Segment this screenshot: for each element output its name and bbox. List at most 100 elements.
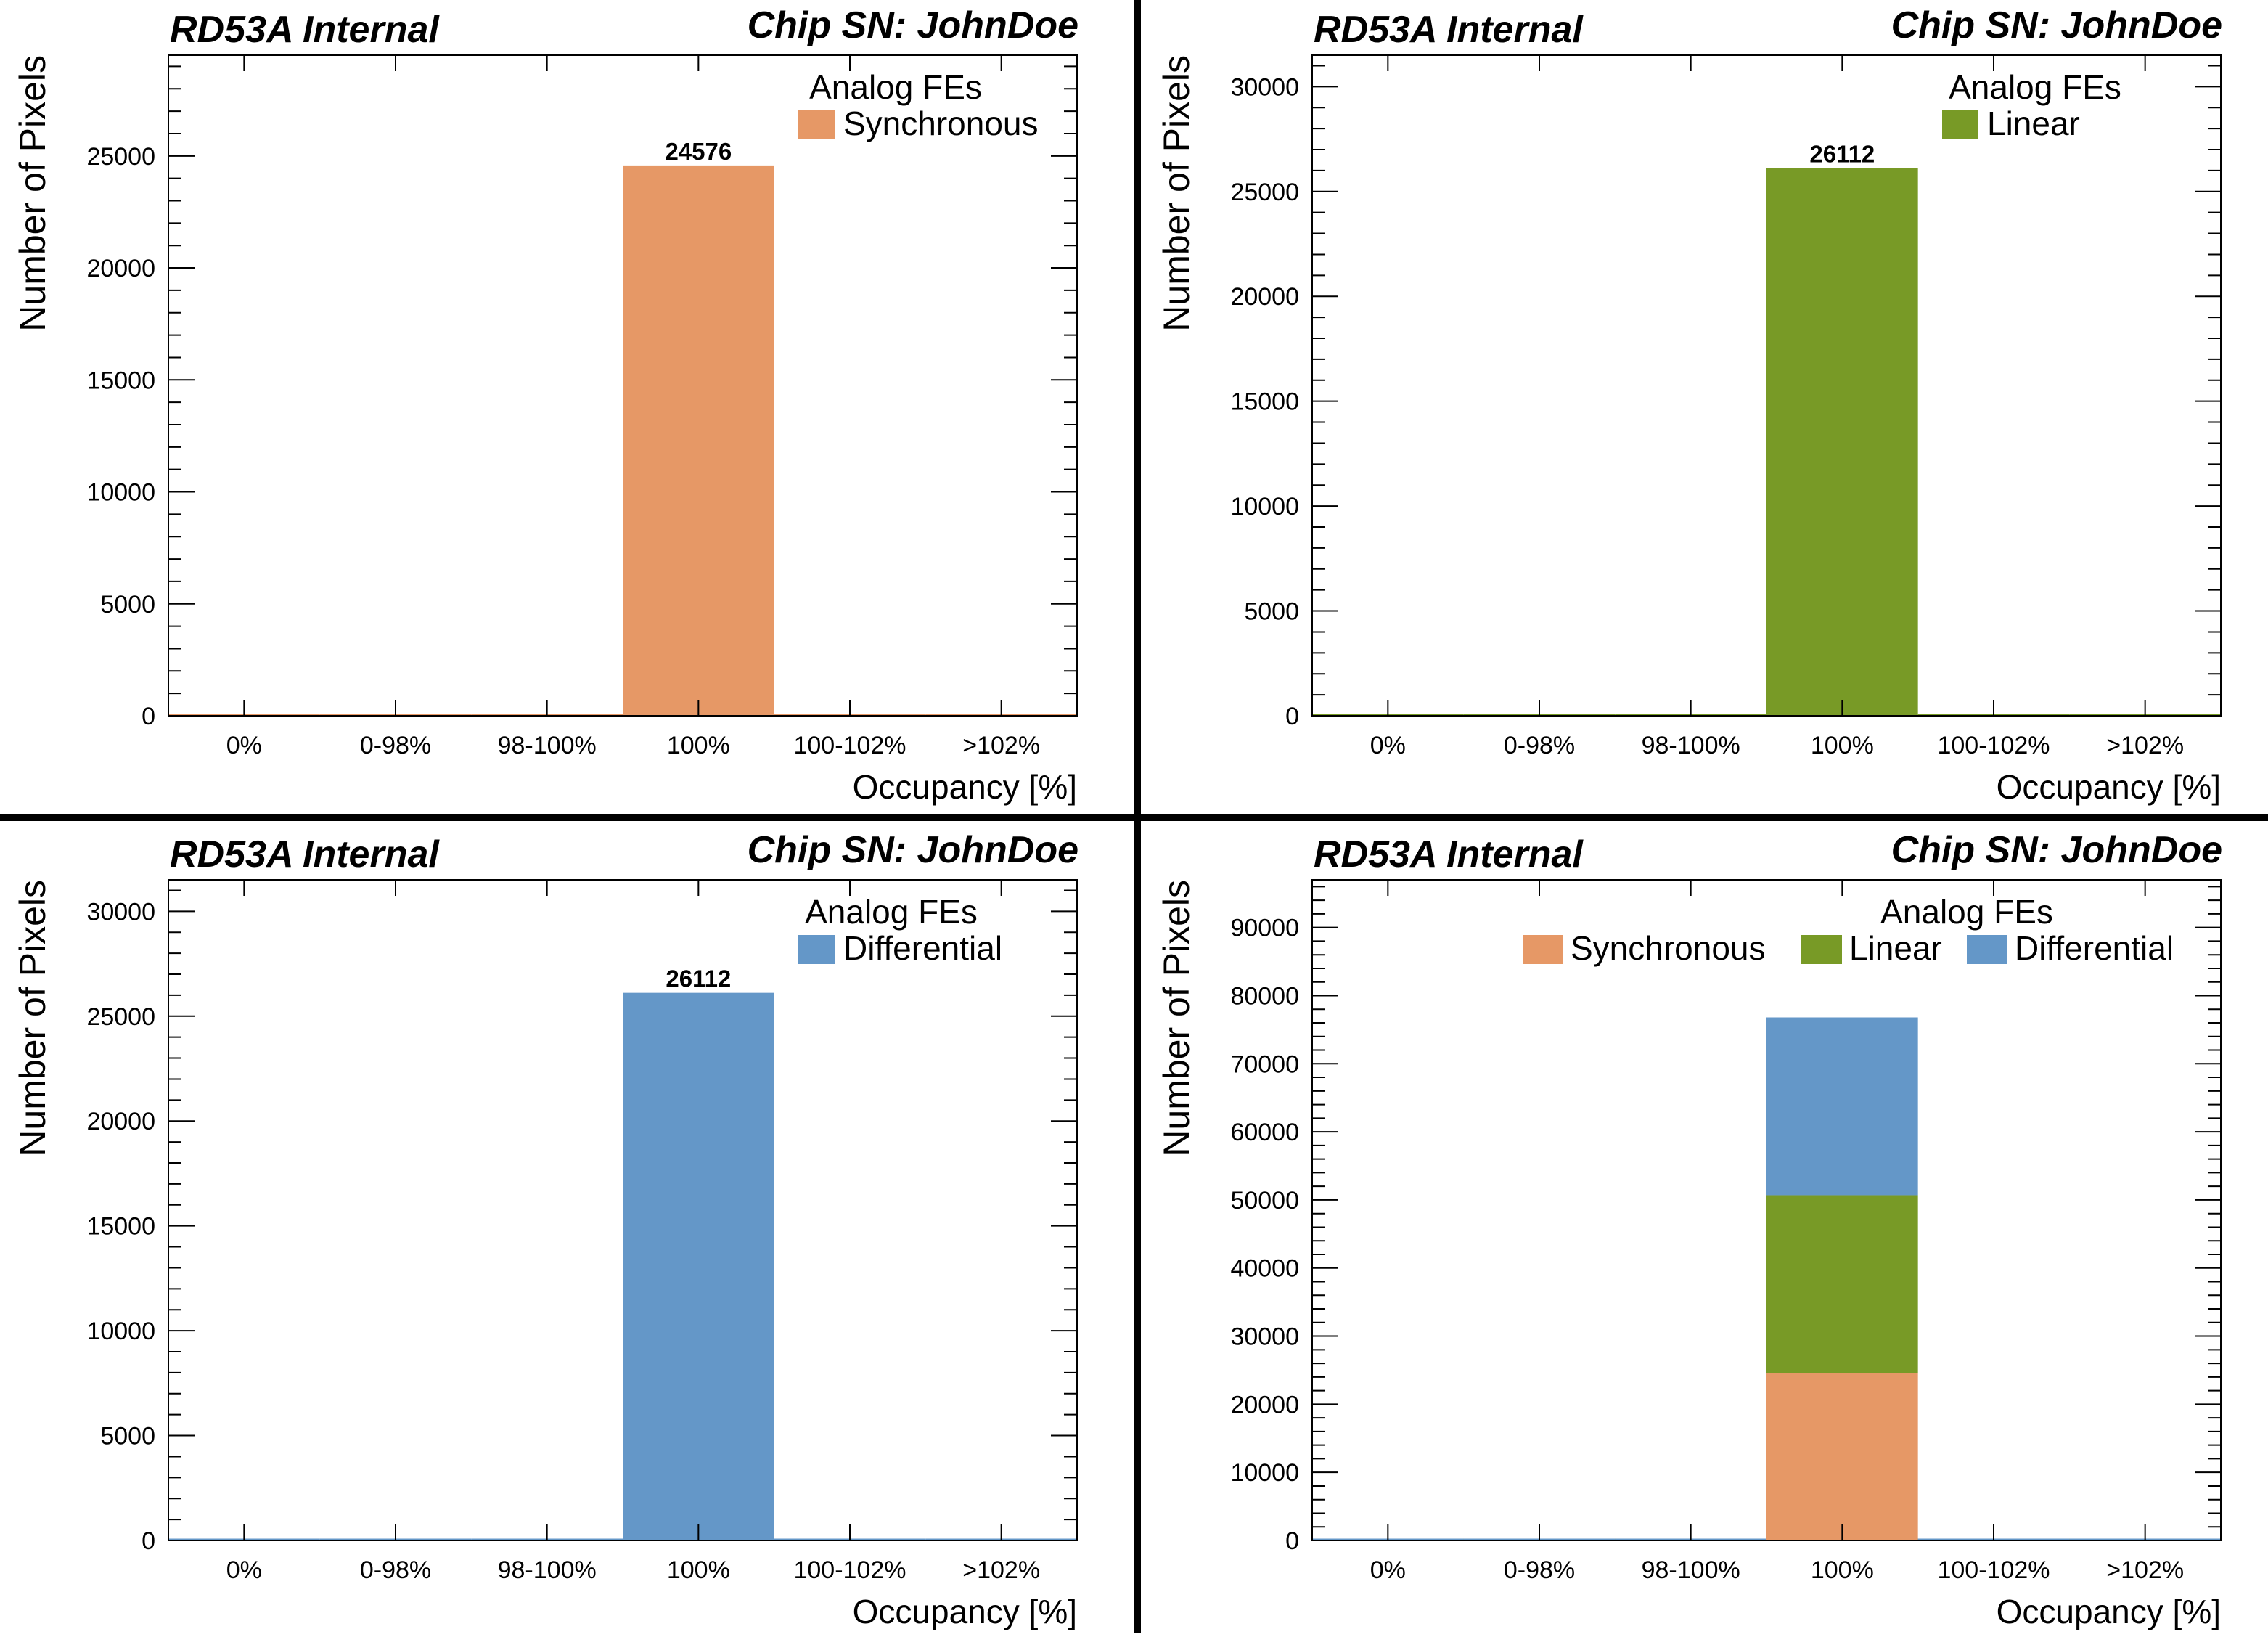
legend-label-differential: Differential xyxy=(843,929,1002,967)
x-tick-label: 100% xyxy=(1811,732,1874,759)
x-tick-label: 98-100% xyxy=(1642,732,1740,759)
bar-data-label: 24576 xyxy=(665,138,732,165)
x-tick-label: >102% xyxy=(962,1556,1040,1584)
y-tick-label: 10000 xyxy=(1230,1459,1299,1487)
x-axis-label: Occupancy [%] xyxy=(1997,768,2221,806)
y-tick-label: 60000 xyxy=(1230,1119,1299,1146)
bar-data-label: 26112 xyxy=(666,966,731,992)
y-tick-label: 20000 xyxy=(1230,283,1299,311)
header-right: Chip SN: JohnDoe xyxy=(1891,4,2222,46)
chart-panel-2: RD53A Internal Chip SN: JohnDoe 0 5000 10000… xyxy=(1156,4,2222,806)
legend-swatch-synchronous xyxy=(798,110,835,139)
x-axis-label: Occupancy [%] xyxy=(1997,1593,2221,1630)
y-tick-label: 90000 xyxy=(1230,915,1299,942)
x-tick-label: 98-100% xyxy=(1642,1556,1740,1584)
header-right: Chip SN: JohnDoe xyxy=(1891,829,2222,871)
y-tick-label: 10000 xyxy=(86,1318,155,1345)
y-axis-label: Number of Pixels xyxy=(12,55,53,332)
bar-differential-3 xyxy=(623,992,774,1540)
y-tick-label: 10000 xyxy=(1230,493,1299,521)
y-tick-label: 5000 xyxy=(100,591,155,619)
legend-swatch-differential xyxy=(1967,935,2007,964)
y-tick-label: 15000 xyxy=(86,1213,155,1241)
bar-linear-3 xyxy=(1766,1195,1918,1373)
legend-label-synchronous: Synchronous xyxy=(843,105,1039,142)
x-tick-label: 0% xyxy=(1370,1556,1406,1584)
x-axis-label: Occupancy [%] xyxy=(853,1593,1077,1630)
bar-data-label: 26112 xyxy=(1809,141,1875,168)
x-tick-label: >102% xyxy=(962,732,1040,759)
y-tick-label: 25000 xyxy=(86,143,155,171)
plot-frame xyxy=(1311,54,2222,717)
legend-title: Analog FEs xyxy=(809,68,982,106)
bar-synchronous-3 xyxy=(1766,1373,1918,1540)
x-tick-label: 0% xyxy=(226,1556,262,1584)
y-tick-label: 0 xyxy=(142,1527,155,1555)
x-tick-label: 0% xyxy=(1370,732,1406,759)
bar-differential-3 xyxy=(1766,1017,1918,1196)
bar-synchronous-3 xyxy=(623,165,774,716)
header-right: Chip SN: JohnDoe xyxy=(748,829,1078,871)
y-tick-label: 50000 xyxy=(1230,1187,1299,1215)
header-right: Chip SN: JohnDoe xyxy=(748,4,1078,46)
x-tick-label: 100-102% xyxy=(793,1556,906,1584)
chart-panel-3: RD53A Internal Chip SN: JohnDoe 0 5000 10000… xyxy=(12,829,1078,1630)
y-tick-label: 0 xyxy=(1285,703,1299,730)
y-tick-label: 20000 xyxy=(86,255,155,282)
legend-swatch-synchronous xyxy=(1523,935,1563,964)
chart-panel-4: RD53A Internal Chip SN: JohnDoe 0 10000 2000… xyxy=(1156,829,2222,1630)
legend-title: Analog FEs xyxy=(805,893,978,931)
legend-label-synchronous: Synchronous xyxy=(1571,929,1766,967)
y-axis-label: Number of Pixels xyxy=(12,880,53,1156)
y-tick-label: 30000 xyxy=(86,898,155,926)
x-tick-label: 100% xyxy=(667,732,730,759)
header-left: RD53A Internal xyxy=(170,9,440,51)
y-axis-label: Number of Pixels xyxy=(1156,880,1197,1156)
x-tick-label: >102% xyxy=(2106,1556,2184,1584)
legend-label-linear: Linear xyxy=(1849,929,1942,967)
header-left: RD53A Internal xyxy=(1314,833,1584,875)
y-tick-label: 5000 xyxy=(1244,598,1299,626)
y-axis-label: Number of Pixels xyxy=(1156,55,1197,332)
y-tick-label: 20000 xyxy=(1230,1391,1299,1418)
x-tick-label: 100-102% xyxy=(1937,732,2050,759)
plot-frame xyxy=(168,879,1078,1541)
plot-frame xyxy=(168,54,1078,717)
x-tick-label: 100% xyxy=(1811,1556,1874,1584)
y-tick-label: 25000 xyxy=(86,1003,155,1031)
chart-panel-1: RD53A Internal Chip SN: JohnDoe 0 5000 10000… xyxy=(12,4,1078,806)
y-tick-label: 10000 xyxy=(86,479,155,507)
y-tick-label: 5000 xyxy=(100,1423,155,1450)
x-tick-label: 0-98% xyxy=(360,732,431,759)
x-tick-label: 0-98% xyxy=(1504,732,1575,759)
y-tick-label: 20000 xyxy=(86,1108,155,1135)
y-tick-label: 15000 xyxy=(1230,388,1299,416)
x-tick-label: 98-100% xyxy=(498,1556,597,1584)
y-tick-label: 15000 xyxy=(86,367,155,394)
x-tick-label: >102% xyxy=(2106,732,2184,759)
x-tick-label: 0-98% xyxy=(360,1556,431,1584)
y-tick-label: 30000 xyxy=(1230,73,1299,101)
legend-swatch-differential xyxy=(798,935,835,964)
legend-swatch-linear xyxy=(1801,935,1842,964)
y-tick-label: 0 xyxy=(1285,1527,1299,1555)
header-left: RD53A Internal xyxy=(1314,9,1584,51)
header-left: RD53A Internal xyxy=(170,833,440,875)
bar-linear-3 xyxy=(1766,168,1918,717)
y-tick-label: 80000 xyxy=(1230,982,1299,1010)
x-tick-label: 0-98% xyxy=(1504,1556,1575,1584)
vertical-divider xyxy=(1134,0,1141,1633)
panels-group: RD53A Internal Chip SN: JohnDoe 0 5000 10000… xyxy=(12,4,2222,1630)
x-tick-label: 0% xyxy=(226,732,262,759)
y-tick-label: 70000 xyxy=(1230,1050,1299,1078)
x-axis-label: Occupancy [%] xyxy=(853,768,1077,806)
y-tick-label: 0 xyxy=(142,703,155,730)
y-tick-label: 40000 xyxy=(1230,1255,1299,1283)
legend-swatch-linear xyxy=(1942,110,1978,139)
y-tick-label: 30000 xyxy=(1230,1323,1299,1351)
legend-title: Analog FEs xyxy=(1880,893,2053,931)
legend-title: Analog FEs xyxy=(1949,68,2121,106)
x-tick-label: 100% xyxy=(667,1556,730,1584)
